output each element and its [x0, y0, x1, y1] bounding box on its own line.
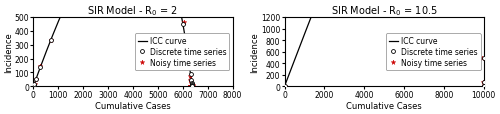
Discrete time series [189, 85, 195, 86]
Noisy time series [481, 85, 487, 87]
ICC curve [282, 86, 288, 87]
ICC curve [30, 86, 36, 87]
ICC curve [56, 19, 62, 21]
Legend: ICC curve, Discrete time series, Noisy time series: ICC curve, Discrete time series, Noisy t… [386, 34, 480, 70]
Discrete time series [188, 82, 194, 84]
Noisy time series [181, 22, 187, 23]
Discrete time series [480, 57, 486, 59]
Discrete time series [30, 86, 36, 87]
Line: Discrete time series: Discrete time series [282, 0, 486, 88]
Line: ICC curve: ICC curve [34, 0, 192, 87]
Discrete time series [480, 86, 486, 87]
Noisy time series [32, 83, 38, 85]
Noisy time series [188, 86, 194, 87]
Discrete time series [480, 85, 486, 87]
Discrete time series [282, 86, 288, 87]
ICC curve [189, 86, 195, 87]
Noisy time series [480, 82, 486, 83]
Discrete time series [30, 86, 36, 87]
ICC curve [302, 33, 308, 35]
Title: SIR Model - R$_0$ = 10.5: SIR Model - R$_0$ = 10.5 [330, 4, 438, 18]
Discrete time series [32, 83, 38, 84]
Noisy time series [282, 86, 288, 87]
Discrete time series [189, 86, 195, 87]
X-axis label: Cumulative Cases: Cumulative Cases [95, 101, 171, 110]
Discrete time series [48, 40, 54, 41]
Discrete time series [189, 86, 195, 87]
Discrete time series [480, 82, 486, 83]
Discrete time series [33, 79, 39, 80]
Discrete time series [189, 86, 195, 87]
Legend: ICC curve, Discrete time series, Noisy time series: ICC curve, Discrete time series, Noisy t… [134, 34, 230, 70]
Discrete time series [186, 65, 192, 66]
Noisy time series [188, 86, 194, 87]
Noisy time series [482, 86, 488, 87]
Noisy time series [31, 85, 37, 86]
Y-axis label: Incidence: Incidence [250, 32, 260, 72]
Noisy time series [188, 76, 194, 77]
Line: Discrete time series: Discrete time series [32, 0, 194, 88]
Discrete time series [180, 24, 186, 25]
Noisy time series [189, 83, 195, 85]
Discrete time series [189, 85, 195, 87]
Discrete time series [189, 84, 195, 85]
ICC curve [480, 16, 486, 17]
Noisy time series [190, 84, 196, 86]
Noisy time series [188, 83, 194, 84]
Discrete time series [30, 85, 36, 86]
Noisy time series [480, 57, 486, 59]
ICC curve [47, 42, 53, 43]
Noisy time series [183, 48, 189, 49]
Noisy time series [48, 40, 54, 41]
Line: ICC curve: ICC curve [284, 0, 484, 87]
Noisy time series [187, 86, 193, 87]
Discrete time series [480, 86, 486, 87]
X-axis label: Cumulative Cases: Cumulative Cases [346, 101, 422, 110]
Line: Noisy time series: Noisy time series [282, 0, 487, 89]
Noisy time series [188, 79, 194, 81]
Title: SIR Model - R$_0$ = 2: SIR Model - R$_0$ = 2 [88, 4, 178, 18]
Noisy time series [186, 61, 192, 63]
Discrete time series [188, 74, 194, 75]
Noisy time series [38, 66, 44, 67]
Line: Noisy time series: Noisy time series [31, 0, 196, 89]
Noisy time series [188, 85, 194, 86]
Noisy time series [30, 86, 36, 87]
Discrete time series [184, 49, 190, 51]
Noisy time series [481, 86, 487, 87]
Noisy time series [32, 78, 38, 80]
Y-axis label: Incidence: Incidence [4, 32, 13, 72]
Noisy time series [190, 86, 196, 87]
Discrete time series [189, 86, 195, 87]
Discrete time series [188, 79, 194, 81]
Noisy time series [30, 86, 36, 87]
Discrete time series [38, 67, 44, 68]
